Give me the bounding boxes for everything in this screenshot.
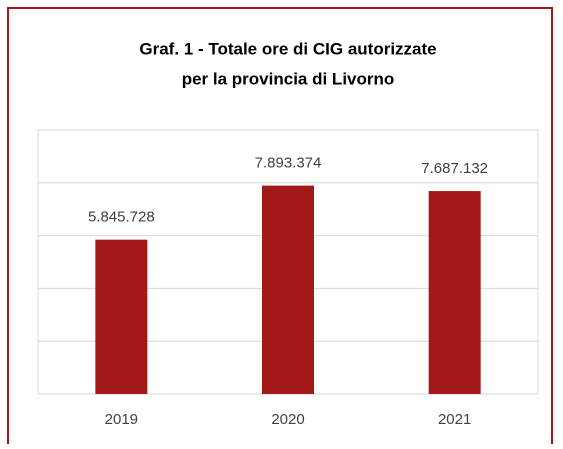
x-tick-label: 2020: [271, 411, 304, 428]
x-tick-label: 2019: [105, 411, 138, 428]
chart-title: Graf. 1 - Totale ore di CIG autorizzate: [139, 39, 436, 58]
bar: [428, 191, 481, 394]
chart-title: per la provincia di Livorno: [182, 69, 395, 88]
data-label: 7.893.374: [255, 155, 322, 172]
bar: [95, 239, 148, 394]
x-tick-label: 2021: [438, 411, 471, 428]
bar: [262, 185, 314, 394]
data-label: 5.845.728: [88, 209, 155, 226]
data-label: 7.687.132: [421, 160, 488, 177]
